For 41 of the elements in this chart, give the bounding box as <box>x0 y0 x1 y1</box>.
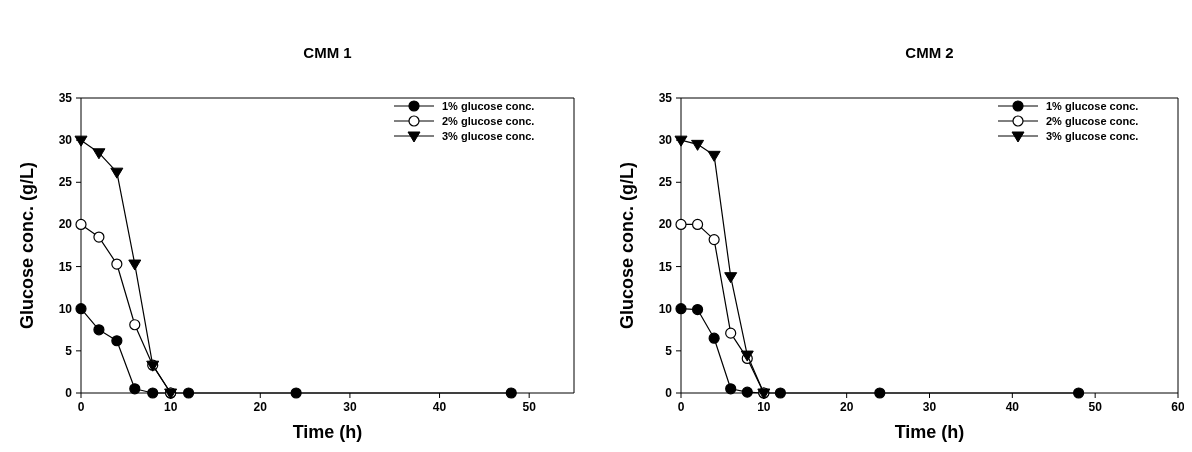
x-tick-label: 40 <box>432 400 447 414</box>
chart-title: CMM 2 <box>905 44 954 61</box>
x-tick-label: 0 <box>677 400 685 414</box>
x-tick-label: 10 <box>163 400 178 414</box>
legend-label: 3% glucose conc. <box>442 130 535 142</box>
y-axis-title: Glucose conc. (g/L) <box>617 161 637 330</box>
y-tick-label: 10 <box>658 301 673 316</box>
y-tick-label: 0 <box>65 386 73 400</box>
x-tick-label: 50 <box>1088 400 1103 414</box>
y-tick-label: 5 <box>665 343 673 358</box>
y-tick-label: 5 <box>65 343 73 358</box>
x-tick-label: 30 <box>922 400 937 414</box>
y-tick-label: 15 <box>58 259 73 274</box>
y-tick-label: 15 <box>658 259 673 274</box>
x-axis-title: Time (h) <box>292 422 363 442</box>
y-tick-label: 20 <box>658 217 673 232</box>
legend-label: 1% glucose conc. <box>1046 100 1139 112</box>
x-tick-label: 30 <box>343 400 357 414</box>
y-axis-title: Glucose conc. (g/L) <box>17 161 37 330</box>
x-tick-label: 20 <box>253 400 268 414</box>
x-tick-label: 20 <box>839 400 854 414</box>
x-tick-label: 50 <box>522 400 537 414</box>
x-tick-label: 10 <box>757 400 771 414</box>
y-tick-label: 20 <box>58 217 73 232</box>
y-tick-label: 25 <box>658 175 673 190</box>
y-tick-label: 30 <box>658 133 673 148</box>
y-tick-label: 0 <box>665 386 673 400</box>
legend-label: 2% glucose conc. <box>1046 115 1139 127</box>
x-axis-title: Time (h) <box>894 422 965 442</box>
legend-label: 2% glucose conc. <box>442 115 535 127</box>
x-tick-label: 40 <box>1005 400 1020 414</box>
y-tick-label: 35 <box>58 91 73 105</box>
y-tick-label: 10 <box>58 301 73 316</box>
x-tick-label: 0 <box>77 400 85 414</box>
y-tick-label: 30 <box>58 133 73 148</box>
y-tick-label: 25 <box>58 175 73 190</box>
legend-label: 3% glucose conc. <box>1046 130 1139 142</box>
chart-title: CMM 1 <box>303 44 352 61</box>
x-tick-label: 60 <box>1171 400 1185 414</box>
y-tick-label: 35 <box>658 91 673 105</box>
legend-label: 1% glucose conc. <box>442 100 535 112</box>
